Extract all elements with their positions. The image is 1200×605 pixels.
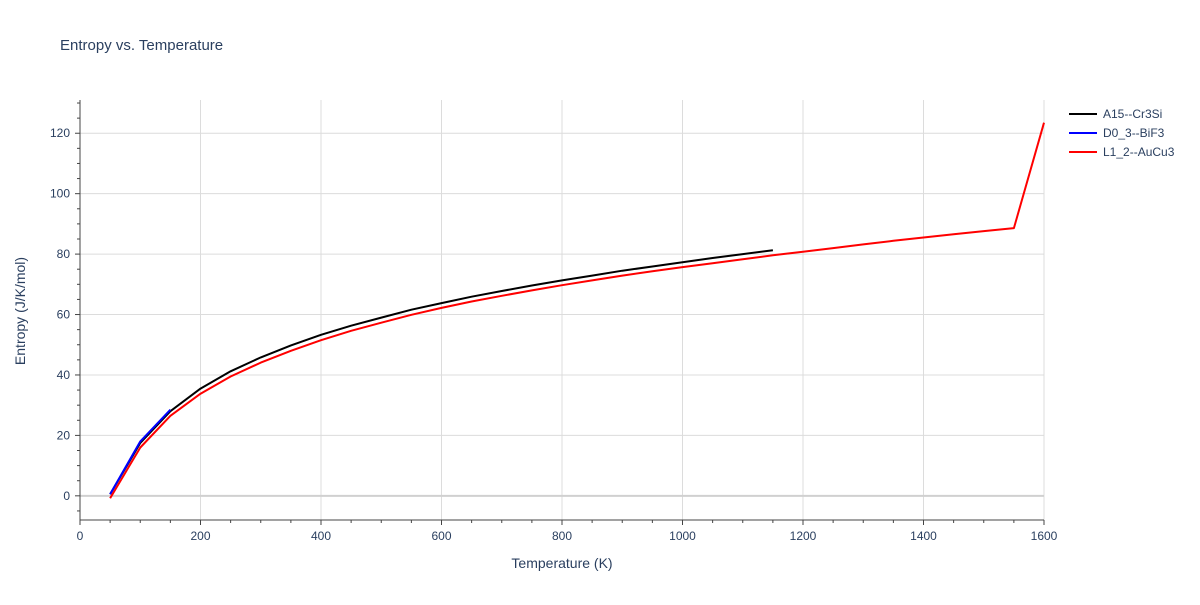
x-tick-label: 0 — [77, 529, 84, 543]
x-tick-label: 400 — [311, 529, 331, 543]
grid-layer — [80, 100, 1045, 520]
y-tick-label: 20 — [57, 428, 71, 442]
x-tick-label: 1000 — [669, 529, 696, 543]
x-tick-label: 1600 — [1031, 529, 1058, 543]
series-line-l1-2-aucu3 — [109, 122, 1045, 499]
y-tick-label: 100 — [50, 187, 70, 201]
legend[interactable]: A15--Cr3Si D0_3--BiF3 L1_2--AuCu3 — [1069, 107, 1175, 159]
series-line-d0-3-bif3 — [109, 409, 172, 495]
x-tick-label: 1400 — [910, 529, 937, 543]
y-tick-label: 120 — [50, 126, 70, 140]
y-tick-label: 60 — [57, 308, 71, 322]
x-axis-title: Temperature (K) — [511, 555, 612, 571]
legend-label: A15--Cr3Si — [1103, 107, 1162, 121]
x-tick-label: 1200 — [790, 529, 817, 543]
x-tick-label: 200 — [190, 529, 210, 543]
x-tick-label: 600 — [431, 529, 451, 543]
y-axis-title: Entropy (J/K/mol) — [12, 257, 28, 365]
series-line-a15-cr3si — [109, 249, 774, 495]
chart-title: Entropy vs. Temperature — [60, 37, 223, 54]
legend-item-l1-2-aucu3[interactable]: L1_2--AuCu3 — [1069, 145, 1175, 159]
series-layer — [109, 122, 1045, 499]
y-tick-label: 40 — [57, 368, 71, 382]
legend-item-d0-3-bif3[interactable]: D0_3--BiF3 — [1069, 126, 1165, 140]
axis-layer: 0 200 400 600 800 1000 1200 1400 1600 0 20 40 60 80 10… — [50, 100, 1058, 543]
x-tick-label: 800 — [552, 529, 572, 543]
y-tick-label: 80 — [57, 247, 71, 261]
legend-item-a15-cr3si[interactable]: A15--Cr3Si — [1069, 107, 1162, 121]
y-tick-label: 0 — [63, 489, 70, 503]
legend-label: D0_3--BiF3 — [1103, 126, 1165, 140]
legend-label: L1_2--AuCu3 — [1103, 145, 1175, 159]
